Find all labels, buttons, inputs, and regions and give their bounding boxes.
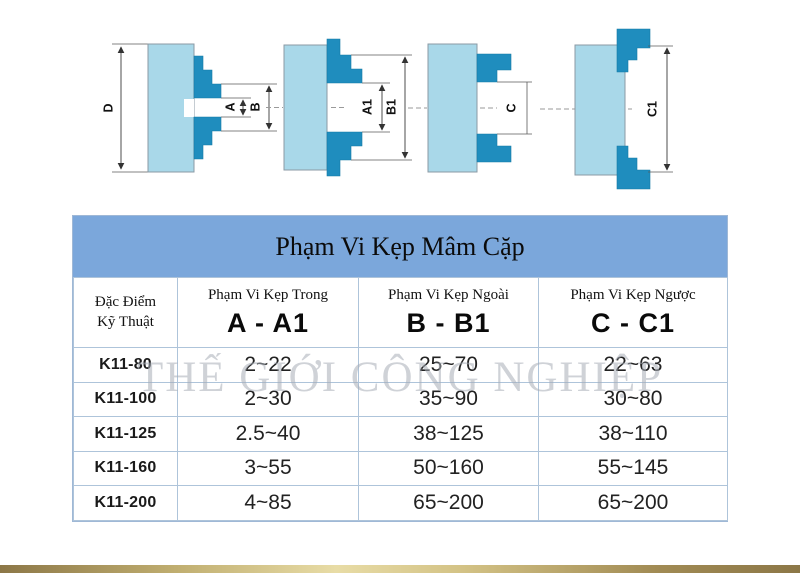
table-row: K11-80 2~22 25~70 22~63: [73, 347, 728, 383]
dim-label-a: A: [223, 102, 237, 111]
chuck-diagram-outer-grip: A1 B1: [266, 38, 412, 177]
inner-range-cell: 2.5~40: [177, 416, 359, 452]
spec-header-line2: Kỹ Thuật: [97, 313, 154, 330]
model-cell: K11-160: [73, 450, 178, 486]
chuck-diagram-reverse-outer-grip: C1: [540, 28, 673, 190]
chuck-jaw-top: [193, 55, 222, 99]
chuck-jaw-bottom: [326, 131, 363, 177]
inner-range-column-header: Phạm Vi Kẹp Trong A - A1: [177, 277, 359, 348]
outer-range-cell: 25~70: [358, 347, 539, 383]
spec-header-line1: Đặc Điểm: [94, 294, 157, 310]
outer-range-cell: 65~200: [358, 485, 539, 521]
column-label: Phạm Vi Kẹp Ngoài: [388, 287, 509, 304]
chuck-jaw-bottom: [193, 116, 222, 160]
chuck-diagram-inner-grip: D A B: [101, 43, 277, 173]
model-cell: K11-125: [73, 416, 178, 452]
reverse-range-cell: 22~63: [538, 347, 728, 383]
chuck-jaw-top: [476, 53, 512, 83]
clamping-range-table: Phạm Vi Kẹp Mâm Cặp Đặc Điểm Kỹ Thuật Ph…: [72, 215, 728, 522]
column-range: A - A1: [226, 307, 309, 338]
reverse-range-column-header: Phạm Vi Kẹp Ngược C - C1: [538, 277, 728, 348]
spec-column-header: Đặc Điểm Kỹ Thuật: [73, 277, 178, 348]
column-header-row: Đặc Điểm Kỹ Thuật Phạm Vi Kẹp Trong A - …: [73, 277, 728, 348]
column-label: Phạm Vi Kẹp Ngược: [570, 287, 696, 304]
outer-range-cell: 50~160: [358, 450, 539, 486]
model-cell: K11-200: [73, 485, 178, 521]
dim-label-c1: C1: [645, 101, 659, 117]
reverse-range-cell: 55~145: [538, 450, 728, 486]
model-cell: K11-80: [73, 347, 178, 383]
reverse-range-cell: 30~80: [538, 381, 728, 417]
gold-divider-bar: [0, 565, 800, 573]
table-row: K11-200 4~85 65~200 65~200: [73, 485, 728, 521]
table-row: K11-100 2~30 35~90 30~80: [73, 381, 728, 417]
chuck-jaw-top: [326, 38, 363, 84]
reverse-range-cell: 38~110: [538, 416, 728, 452]
chuck-slot: [184, 99, 194, 117]
model-cell: K11-100: [73, 381, 178, 417]
column-label: Phạm Vi Kẹp Trong: [207, 287, 329, 304]
outer-range-cell: 38~125: [358, 416, 539, 452]
chuck-body: [574, 44, 626, 176]
dim-label-b: B: [248, 102, 262, 111]
outer-range-cell: 35~90: [358, 381, 539, 417]
table-row: K11-125 2.5~40 38~125 38~110: [73, 416, 728, 452]
inner-range-cell: 2~30: [177, 381, 359, 417]
dim-label-c: C: [504, 103, 518, 112]
column-range: C - C1: [590, 307, 675, 338]
inner-range-cell: 4~85: [177, 485, 359, 521]
inner-range-cell: 3~55: [177, 450, 359, 486]
dim-label-d: D: [101, 103, 115, 112]
dim-label-b1: B1: [384, 99, 398, 115]
chuck-body: [283, 44, 328, 171]
dim-label-a1: A1: [360, 99, 374, 115]
outer-range-column-header: Phạm Vi Kẹp Ngoài B - B1: [358, 277, 539, 348]
reverse-range-cell: 65~200: [538, 485, 728, 521]
table-title: Phạm Vi Kẹp Mâm Cặp: [73, 216, 727, 277]
chuck-jaw-bottom: [476, 133, 512, 163]
chuck-jaw-bottom: [616, 145, 651, 190]
chuck-body: [427, 43, 478, 173]
chuck-diagram-reverse-grip: C: [408, 43, 532, 173]
chuck-diagrams: D A B A1 B1: [101, 28, 673, 190]
table-row: K11-160 3~55 50~160 55~145: [73, 450, 728, 486]
inner-range-cell: 2~22: [177, 347, 359, 383]
chuck-jaw-top: [616, 28, 651, 73]
column-range: B - B1: [406, 307, 491, 338]
